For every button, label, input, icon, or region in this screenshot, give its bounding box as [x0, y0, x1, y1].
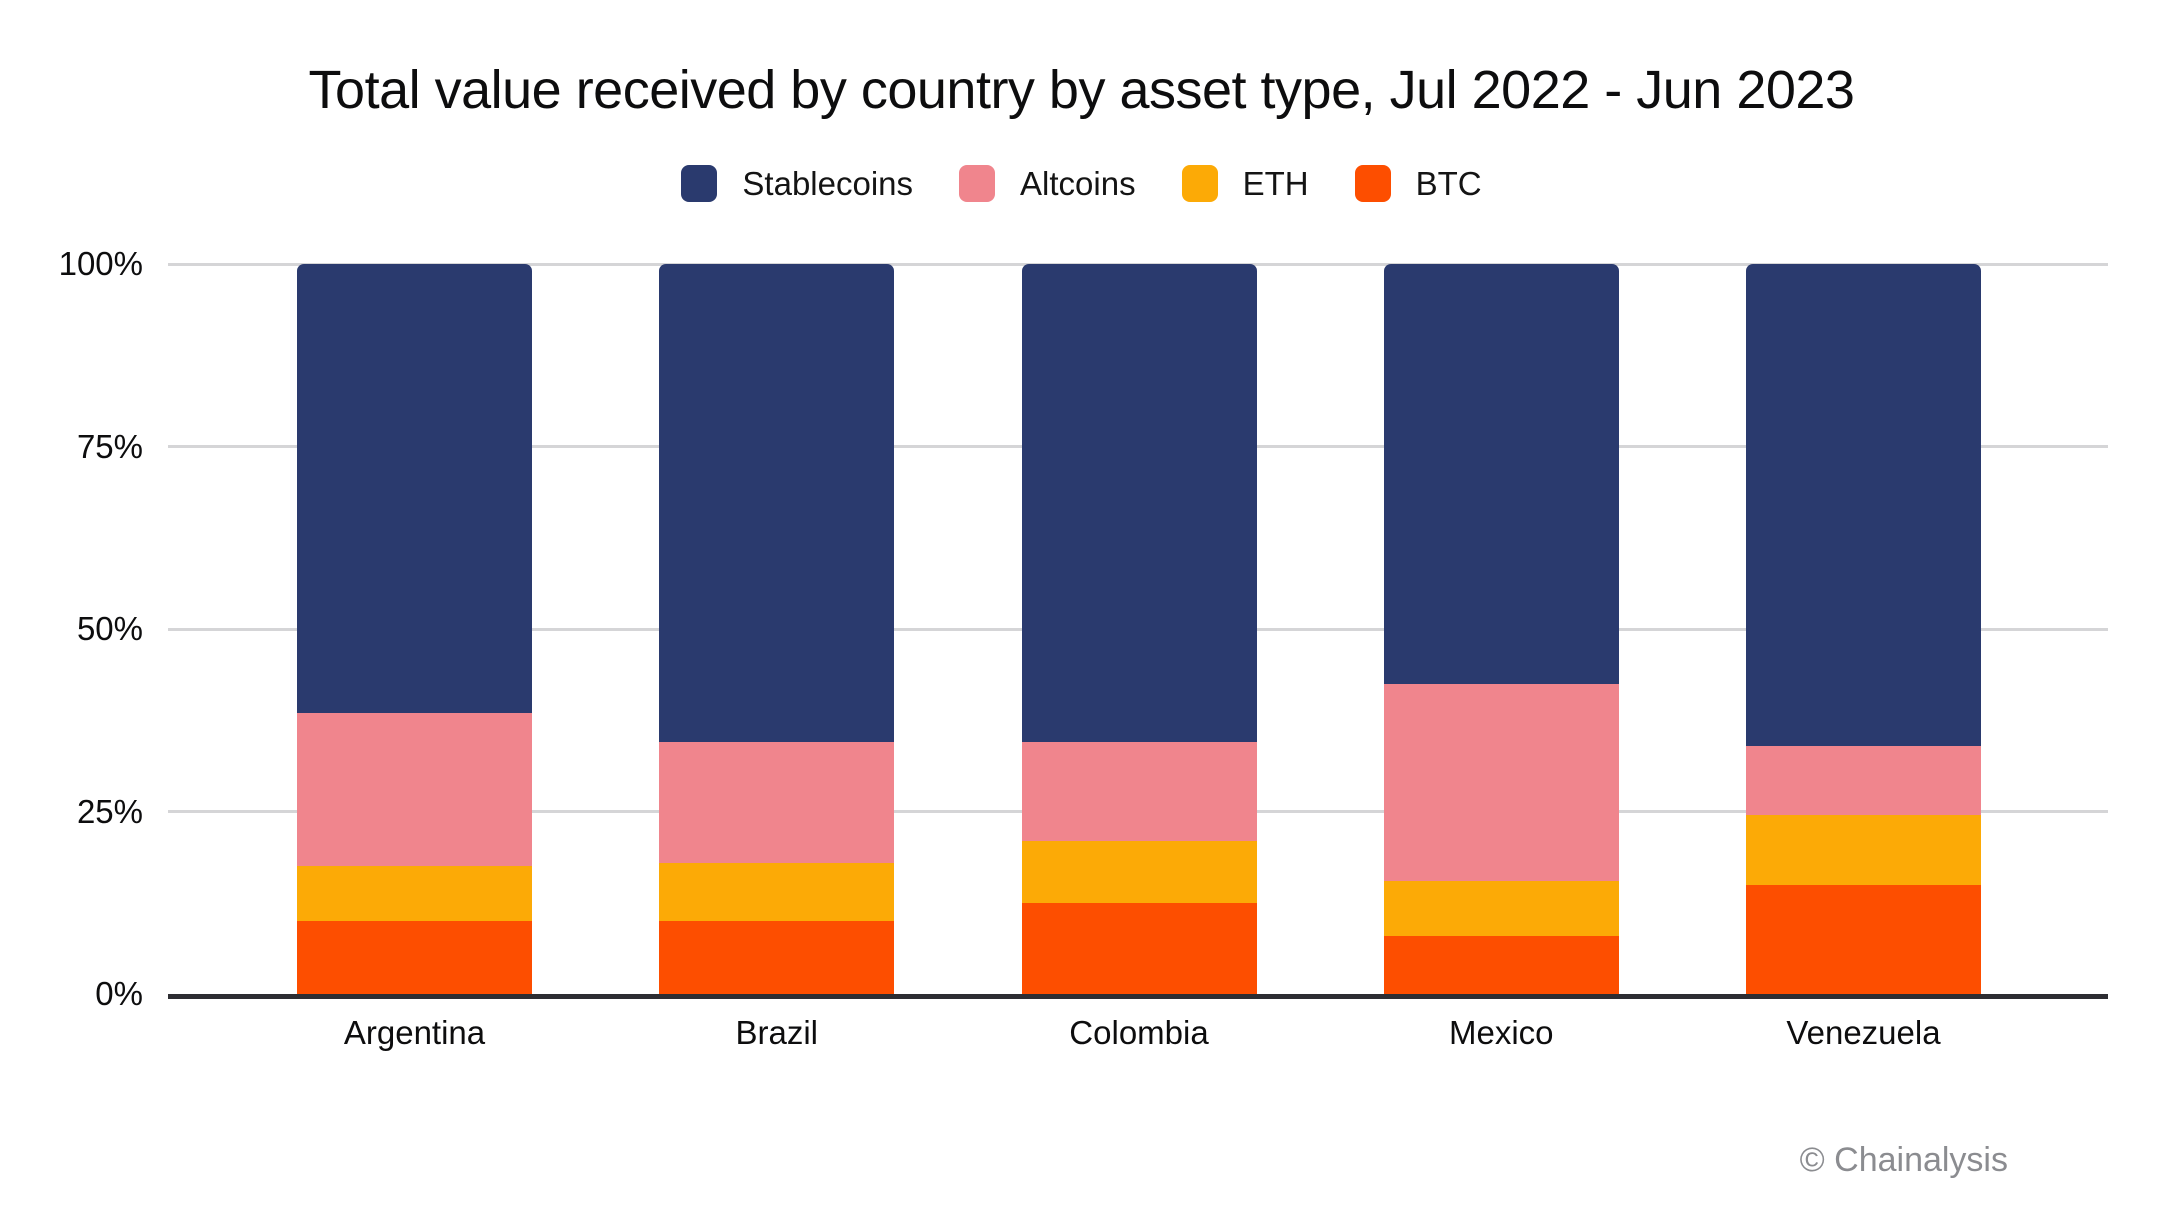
segment-eth-venezuela — [1746, 815, 1981, 885]
legend-label-eth: ETH — [1242, 165, 1309, 202]
legend-swatch-eth — [1181, 165, 1218, 202]
segment-stablecoins-argentina — [297, 264, 532, 713]
segment-altcoins-argentina — [297, 712, 532, 867]
legend-swatch-stablecoins — [681, 165, 718, 202]
segment-altcoins-mexico — [1383, 683, 1619, 881]
legend: Stablecoins Altcoins ETH BTC — [0, 165, 2163, 202]
legend-item-altcoins: Altcoins — [959, 165, 1136, 202]
legend-swatch-altcoins — [959, 165, 996, 202]
y-tick-label-25: 25% — [76, 792, 143, 830]
segment-altcoins-colombia — [1021, 742, 1257, 841]
x-label-venezuela: Venezuela — [1786, 1014, 1941, 1051]
x-label-brazil: Brazil — [735, 1014, 819, 1051]
segment-eth-argentina — [297, 866, 532, 921]
segment-altcoins-venezuela — [1746, 745, 1981, 816]
bar-colombia — [1021, 264, 1257, 994]
segment-stablecoins-venezuela — [1746, 264, 1981, 746]
segment-btc-brazil — [659, 921, 895, 994]
legend-swatch-btc — [1354, 165, 1391, 202]
x-label-mexico: Mexico — [1448, 1014, 1554, 1051]
y-tick-label-75: 75% — [76, 427, 143, 465]
x-label-colombia: Colombia — [1069, 1014, 1209, 1051]
x-axis-line — [168, 994, 2108, 999]
legend-item-eth: ETH — [1181, 165, 1309, 202]
bar-brazil — [659, 264, 895, 994]
legend-label-altcoins: Altcoins — [1020, 165, 1136, 202]
y-tick-label-0: 0% — [95, 975, 143, 1012]
segment-eth-mexico — [1383, 880, 1619, 936]
x-label-argentina: Argentina — [343, 1014, 486, 1051]
legend-item-btc: BTC — [1354, 165, 1482, 202]
segment-btc-venezuela — [1746, 884, 1981, 994]
segment-stablecoins-mexico — [1383, 264, 1619, 684]
legend-label-btc: BTC — [1415, 165, 1482, 202]
segment-altcoins-brazil — [659, 742, 895, 863]
segment-stablecoins-brazil — [659, 264, 895, 743]
bar-venezuela — [1746, 264, 1981, 994]
segment-eth-colombia — [1021, 840, 1257, 903]
segment-stablecoins-colombia — [1021, 264, 1257, 743]
segment-btc-mexico — [1383, 935, 1619, 994]
chart-title: Total value received by country by asset… — [308, 60, 1855, 120]
bar-mexico — [1383, 264, 1619, 994]
y-tick-label-100: 100% — [58, 245, 143, 282]
segment-btc-argentina — [297, 921, 532, 994]
bar-argentina — [297, 264, 532, 994]
copyright-attribution: © Chainalysis — [1799, 1141, 2008, 1179]
y-tick-label-50: 50% — [76, 610, 143, 647]
segment-eth-brazil — [659, 862, 895, 921]
gridline-100 — [168, 262, 2108, 266]
legend-item-stablecoins: Stablecoins — [681, 165, 913, 202]
segment-btc-colombia — [1021, 902, 1257, 994]
legend-label-stablecoins: Stablecoins — [742, 165, 914, 202]
